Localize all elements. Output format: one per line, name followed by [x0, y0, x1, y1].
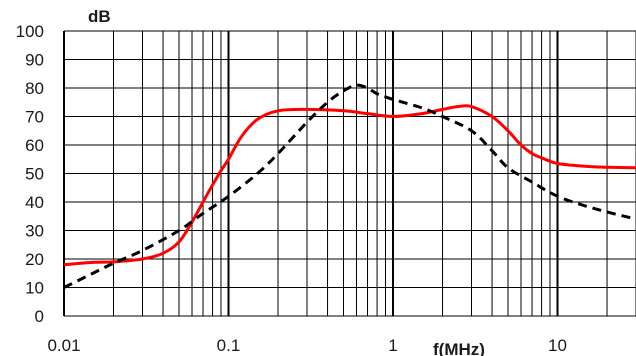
y-tick-label: 60 [25, 136, 44, 155]
grid [63, 30, 636, 317]
x-tick-label: 0.01 [47, 336, 80, 355]
y-tick-label: 40 [25, 193, 44, 212]
y-tick-label: 10 [25, 279, 44, 298]
y-tick-label: 70 [25, 108, 44, 127]
y-tick-label: 80 [25, 79, 44, 98]
x-tick-label: 1 [388, 336, 397, 355]
series-line-solid [63, 104, 636, 267]
tick-labels: 0 10 20 30 40 50 60 70 80 90 100 0.01 0.1 1 10 [16, 22, 567, 355]
y-tick-label: 100 [16, 22, 44, 41]
x-tick-label: 10 [548, 336, 567, 355]
y-tick-label: 30 [25, 222, 44, 241]
y-tick-label: 20 [25, 250, 44, 269]
x-axis-title: f(MHz) [433, 340, 485, 356]
y-tick-label: 90 [25, 51, 44, 70]
y-tick-label: 50 [25, 165, 44, 184]
series-layer [63, 83, 636, 289]
y-axis-title: dB [88, 7, 111, 26]
series-line-dashed [63, 83, 636, 289]
y-tick-label: 0 [35, 307, 44, 326]
x-tick-label: 0.1 [217, 336, 241, 355]
